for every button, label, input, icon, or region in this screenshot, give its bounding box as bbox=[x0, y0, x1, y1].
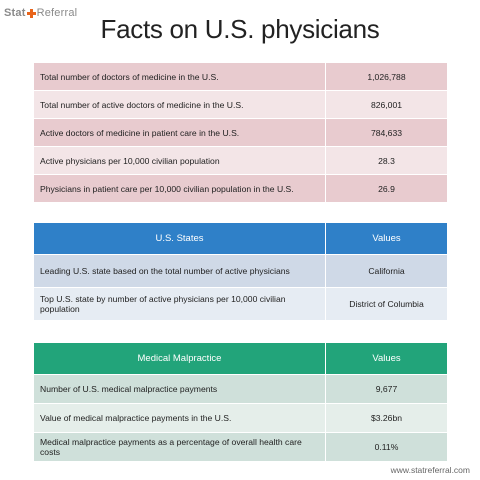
table-row: Leading U.S. state based on the total nu… bbox=[33, 254, 448, 288]
row-label: Total number of doctors of medicine in t… bbox=[33, 62, 326, 91]
malpractice-table: Medical Malpractice Values Number of U.S… bbox=[33, 342, 448, 462]
states-table: U.S. States Values Leading U.S. state ba… bbox=[33, 222, 448, 321]
row-label: Physicians in patient care per 10,000 ci… bbox=[33, 174, 326, 203]
plus-icon bbox=[26, 8, 36, 18]
table-row: Value of medical malpractice payments in… bbox=[33, 403, 448, 433]
table-header-row: Medical Malpractice Values bbox=[33, 342, 448, 375]
row-value: 1,026,788 bbox=[325, 62, 448, 91]
logo-text-referral: Referral bbox=[36, 7, 78, 19]
row-value: California bbox=[325, 254, 448, 288]
header-label: U.S. States bbox=[33, 222, 326, 255]
row-label: Active doctors of medicine in patient ca… bbox=[33, 118, 326, 147]
table-row: Active physicians per 10,000 civilian po… bbox=[33, 146, 448, 175]
table-row: Active doctors of medicine in patient ca… bbox=[33, 118, 448, 147]
statreferral-logo: Stat Referral bbox=[4, 7, 77, 19]
row-label: Number of U.S. medical malpractice payme… bbox=[33, 374, 326, 404]
table-row: Top U.S. state by number of active physi… bbox=[33, 287, 448, 321]
row-label: Value of medical malpractice payments in… bbox=[33, 403, 326, 433]
table-row: Physicians in patient care per 10,000 ci… bbox=[33, 174, 448, 203]
row-value: $3.26bn bbox=[325, 403, 448, 433]
row-value: District of Columbia bbox=[325, 287, 448, 321]
header-label: Medical Malpractice bbox=[33, 342, 326, 375]
row-label: Leading U.S. state based on the total nu… bbox=[33, 254, 326, 288]
header-value: Values bbox=[325, 342, 448, 375]
header-value: Values bbox=[325, 222, 448, 255]
row-label: Total number of active doctors of medici… bbox=[33, 90, 326, 119]
row-label: Top U.S. state by number of active physi… bbox=[33, 287, 326, 321]
logo-text-stat: Stat bbox=[4, 7, 26, 19]
table-header-row: U.S. States Values bbox=[33, 222, 448, 255]
row-value: 826,001 bbox=[325, 90, 448, 119]
physicians-table: Total number of doctors of medicine in t… bbox=[33, 62, 448, 203]
table-row: Medical malpractice payments as a percen… bbox=[33, 432, 448, 462]
row-label: Medical malpractice payments as a percen… bbox=[33, 432, 326, 462]
page-title: Facts on U.S. physicians bbox=[100, 14, 380, 44]
row-value: 784,633 bbox=[325, 118, 448, 147]
table-row: Total number of active doctors of medici… bbox=[33, 90, 448, 119]
row-label: Active physicians per 10,000 civilian po… bbox=[33, 146, 326, 175]
row-value: 0.11% bbox=[325, 432, 448, 462]
footer-url: www.statreferral.com bbox=[390, 465, 470, 475]
table-row: Total number of doctors of medicine in t… bbox=[33, 62, 448, 91]
row-value: 9,677 bbox=[325, 374, 448, 404]
row-value: 28.3 bbox=[325, 146, 448, 175]
row-value: 26.9 bbox=[325, 174, 448, 203]
table-row: Number of U.S. medical malpractice payme… bbox=[33, 374, 448, 404]
